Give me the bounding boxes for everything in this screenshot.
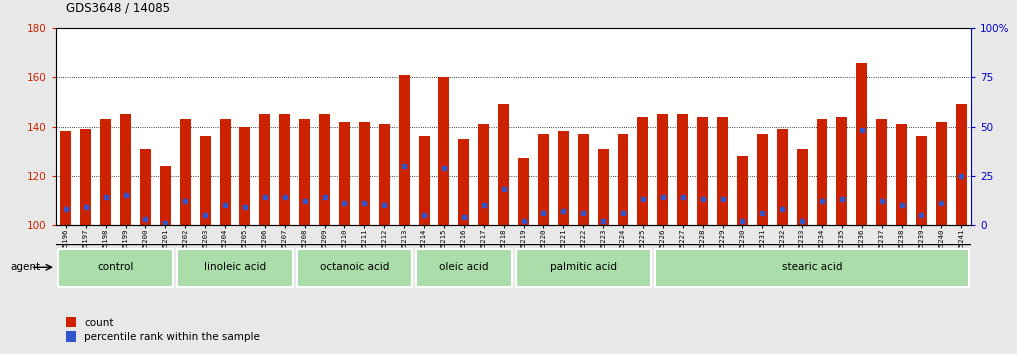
Bar: [916, 136, 926, 225]
Bar: [856, 63, 868, 225]
Bar: [817, 119, 828, 225]
Bar: [160, 166, 171, 225]
Text: percentile rank within the sample: percentile rank within the sample: [84, 332, 260, 342]
Text: oleic acid: oleic acid: [439, 262, 488, 272]
Bar: [419, 136, 429, 225]
FancyBboxPatch shape: [416, 249, 512, 287]
Text: linoleic acid: linoleic acid: [204, 262, 266, 272]
Bar: [896, 124, 907, 225]
Bar: [877, 119, 887, 225]
Bar: [180, 119, 191, 225]
Text: stearic acid: stearic acid: [782, 262, 842, 272]
Bar: [598, 149, 608, 225]
Bar: [638, 117, 649, 225]
Bar: [399, 75, 410, 225]
Bar: [657, 114, 668, 225]
Text: octanoic acid: octanoic acid: [319, 262, 390, 272]
Bar: [459, 139, 469, 225]
Bar: [796, 149, 807, 225]
Bar: [777, 129, 788, 225]
Text: GDS3648 / 14085: GDS3648 / 14085: [66, 1, 170, 14]
Bar: [478, 124, 489, 225]
Bar: [140, 149, 151, 225]
Bar: [60, 131, 71, 225]
Text: count: count: [84, 318, 114, 328]
Bar: [757, 134, 768, 225]
Bar: [80, 129, 92, 225]
Bar: [239, 126, 250, 225]
Bar: [737, 156, 747, 225]
Bar: [677, 114, 689, 225]
FancyBboxPatch shape: [516, 249, 651, 287]
Bar: [220, 119, 231, 225]
Bar: [836, 117, 847, 225]
FancyBboxPatch shape: [58, 249, 173, 287]
Bar: [717, 117, 728, 225]
FancyBboxPatch shape: [297, 249, 412, 287]
Bar: [438, 78, 450, 225]
Bar: [101, 119, 111, 225]
Bar: [617, 134, 629, 225]
Text: agent: agent: [10, 262, 41, 272]
Bar: [259, 114, 271, 225]
Bar: [339, 122, 350, 225]
Bar: [299, 119, 310, 225]
Bar: [280, 114, 290, 225]
Bar: [359, 122, 370, 225]
Bar: [578, 134, 589, 225]
Bar: [378, 124, 390, 225]
Bar: [558, 131, 569, 225]
Text: palmitic acid: palmitic acid: [550, 262, 616, 272]
Bar: [936, 122, 947, 225]
Text: control: control: [98, 262, 134, 272]
FancyBboxPatch shape: [177, 249, 293, 287]
FancyBboxPatch shape: [655, 249, 969, 287]
Bar: [120, 114, 131, 225]
Bar: [697, 117, 708, 225]
Bar: [518, 159, 529, 225]
Bar: [319, 114, 331, 225]
Bar: [538, 134, 549, 225]
Bar: [956, 104, 967, 225]
Bar: [199, 136, 211, 225]
Bar: [498, 104, 510, 225]
